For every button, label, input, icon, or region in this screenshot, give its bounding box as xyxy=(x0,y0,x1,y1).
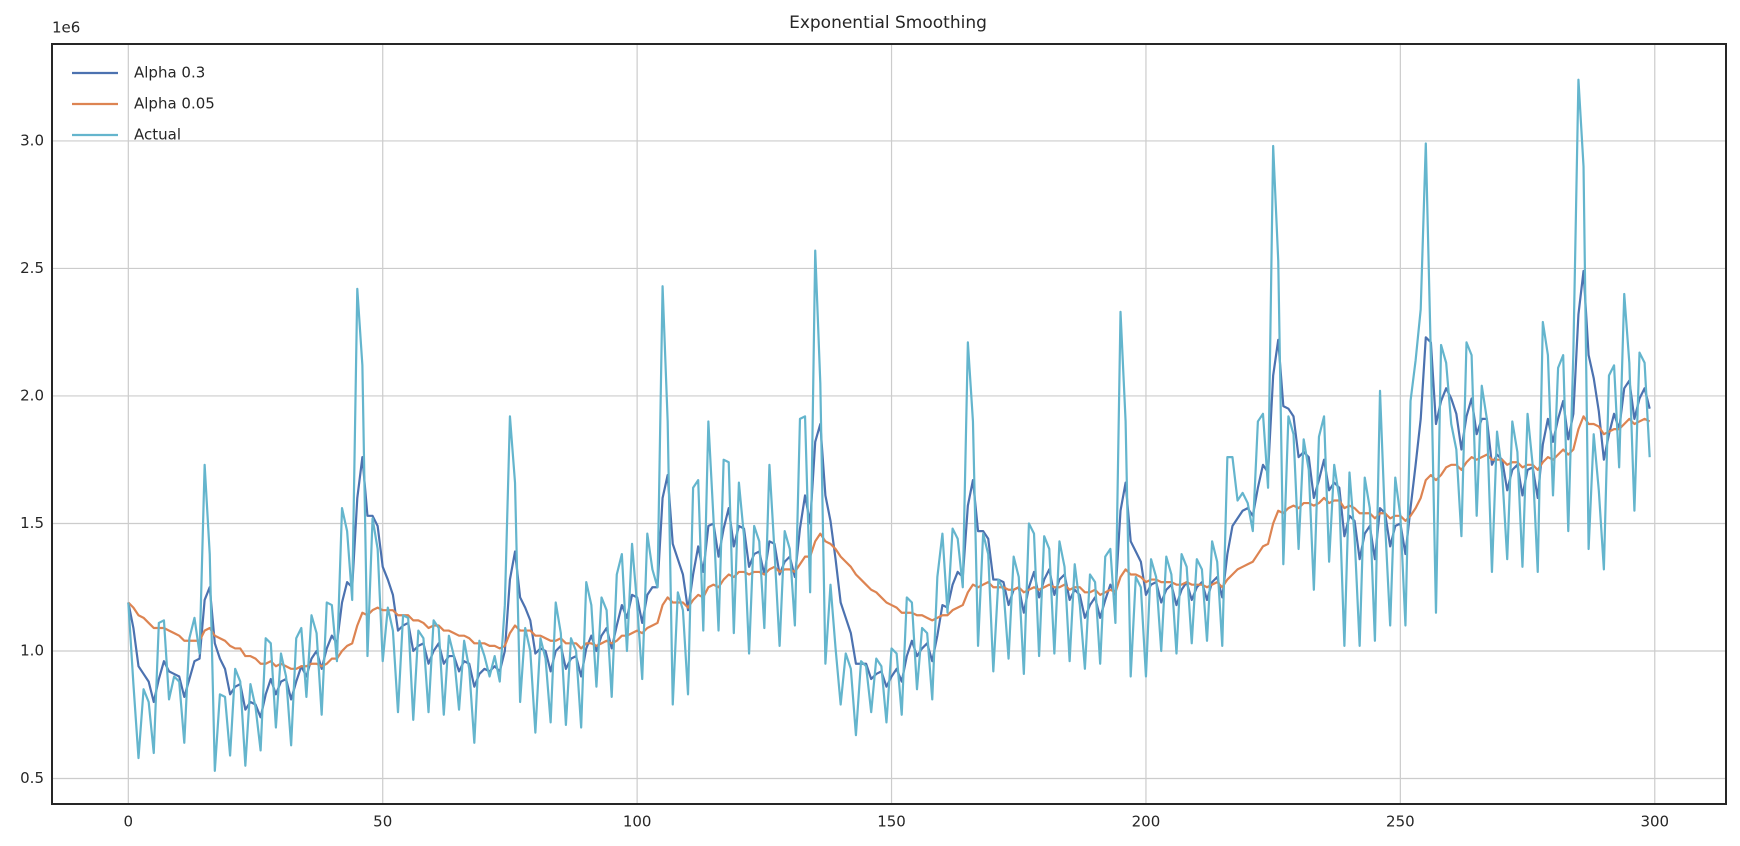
x-tick-label: 100 xyxy=(623,813,652,831)
legend-label: Alpha 0.05 xyxy=(134,95,215,113)
series-line xyxy=(127,78,1651,772)
x-tick-label: 50 xyxy=(373,813,392,831)
series-line xyxy=(127,415,1651,670)
legend-label: Alpha 0.3 xyxy=(134,64,205,82)
y-tick-label: 2.5 xyxy=(20,259,44,277)
legend-label: Actual xyxy=(134,126,181,144)
y-tick-label: 2.0 xyxy=(20,386,44,404)
y-offset-label: 1e6 xyxy=(52,19,80,37)
x-tick-label: 150 xyxy=(877,813,906,831)
x-tick-label: 0 xyxy=(124,813,134,831)
y-tick-label: 1.0 xyxy=(20,641,44,659)
y-tick-label: 0.5 xyxy=(20,769,44,787)
x-tick-label: 300 xyxy=(1640,813,1669,831)
chart-title: Exponential Smoothing xyxy=(789,13,987,33)
x-tick-label: 200 xyxy=(1132,813,1161,831)
y-tick-label: 3.0 xyxy=(20,131,44,149)
x-tick-label: 250 xyxy=(1386,813,1415,831)
plot-frame xyxy=(51,43,1727,805)
y-tick-label: 1.5 xyxy=(20,514,44,532)
